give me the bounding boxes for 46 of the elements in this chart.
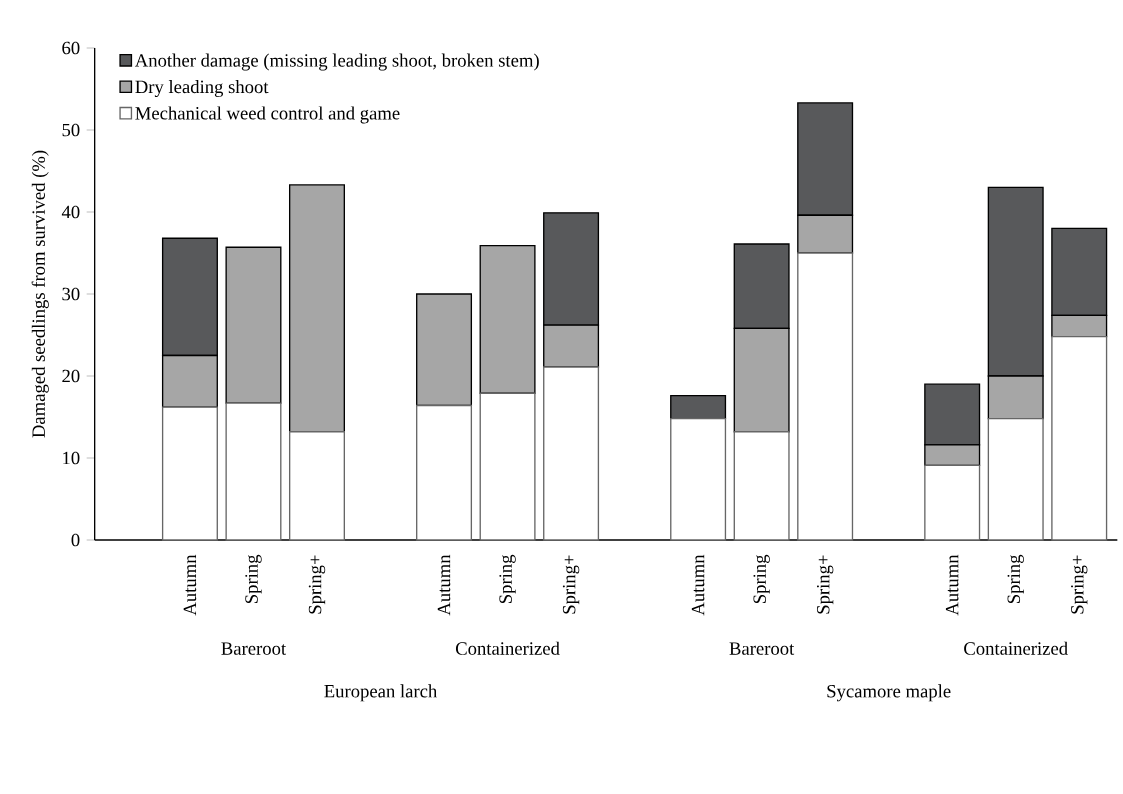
x-tick-label: Spring+ [308,555,326,614]
bar [288,184,345,433]
legend-label: Dry leading shoot [135,80,269,98]
bar [161,406,218,541]
text: European larch [324,684,438,702]
bar [924,464,981,541]
bar [225,246,282,404]
x-tick-label: Spring+ [1071,555,1088,614]
bar [987,417,1044,541]
x-tick-label: Spring+ [816,555,834,614]
x-tick-label: Spring [753,554,770,604]
x-tick-label: Autumn [691,554,705,616]
x-tick-label: Spring [1007,554,1024,604]
bar [543,366,600,541]
text: Bareroot [729,642,795,655]
text: Containerized [455,641,560,655]
y-tick-label: 30 [62,287,80,301]
text: Containerized [964,641,1068,655]
bar [479,244,536,394]
x-tick-label: Autumn [945,554,959,616]
x-tick-label: Autumn [437,554,451,616]
legend-label: Another damage (missing leading shoot, broken stem) [134,53,539,71]
x-tick-label: Autumn [183,554,197,616]
bar [797,252,854,541]
y-tick-label: 0 [71,533,80,547]
text: Bareroot [221,642,287,655]
bar [479,392,536,541]
x-tick-label: Spring+ [562,555,580,614]
y-tick-label: 10 [63,451,80,465]
bar [733,431,790,541]
bar [225,402,282,541]
y-tick-label: 50 [62,123,80,137]
bar [288,431,345,541]
y-axis-title: Damaged seedlings from survived (%) [31,150,49,438]
x-tick-label: Spring [245,554,262,604]
y-tick-label: 20 [62,369,80,383]
bar [416,404,473,541]
bar [670,395,727,420]
text: Sycamore maple [827,684,951,702]
bar [416,293,473,407]
bar [1051,335,1108,541]
y-tick-label: 60 [62,41,80,55]
x-tick-label: Spring [499,554,516,604]
y-tick-label: 40 [61,205,80,219]
legend-label: Mechanical weed control and game [135,106,400,124]
bar [670,417,727,541]
